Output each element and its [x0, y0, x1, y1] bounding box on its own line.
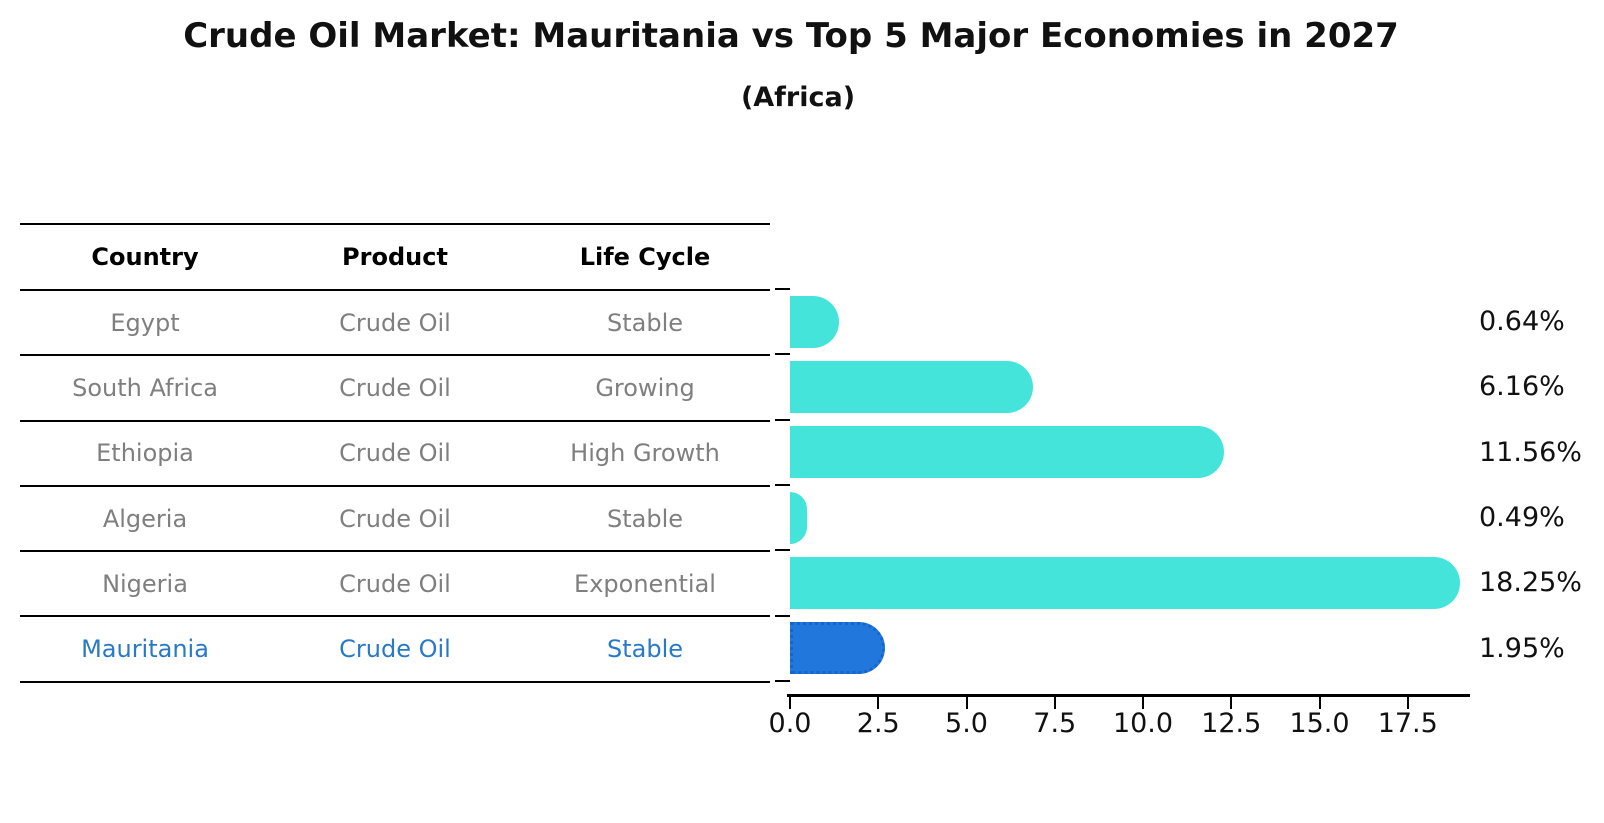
highlight-bar — [790, 622, 885, 675]
table-cell: Growing — [595, 373, 695, 402]
table-cell: Nigeria — [102, 569, 188, 598]
bar-value-label: 11.56% — [1479, 436, 1582, 468]
x-axis-tick-label: 12.5 — [1201, 708, 1262, 739]
table-cell: Stable — [606, 504, 684, 533]
bar-value-label: 0.64% — [1479, 306, 1565, 337]
y-axis-tick — [775, 353, 790, 356]
table-header-cell: Product — [342, 243, 448, 271]
bar-value-label: 1.95% — [1479, 632, 1565, 664]
x-axis-tick-label: 17.5 — [1377, 708, 1438, 739]
table-cell: Crude Oil — [339, 439, 451, 468]
y-axis-tick — [775, 679, 790, 682]
table-cell: Mauritania — [81, 635, 209, 664]
table-row: Mauritania Crude Oil Stable — [20, 617, 770, 683]
chart-subtitle: (Africa) — [740, 82, 856, 113]
table-cell: Crude Oil — [339, 635, 451, 664]
table-cell: Stable — [606, 308, 684, 337]
table-cell: Stable — [606, 635, 684, 664]
x-axis-line — [787, 694, 1470, 697]
table-row: Egypt Crude Oil Stable — [20, 291, 770, 357]
bar — [790, 426, 1225, 479]
x-axis-tick — [1318, 697, 1321, 709]
y-axis-tick — [775, 483, 790, 486]
bar-value-label: 18.25% — [1479, 567, 1582, 599]
table-cell: Crude Oil — [339, 504, 451, 533]
table-cell: Egypt — [110, 308, 180, 337]
x-axis-tick-label: 7.5 — [1033, 708, 1077, 739]
table-cell: Ethiopia — [96, 439, 194, 468]
x-axis-tick — [789, 697, 791, 709]
x-axis-tick-label: 10.0 — [1112, 708, 1174, 739]
table-cell: Crude Oil — [339, 373, 451, 402]
table-header-cell: Country — [91, 243, 199, 271]
bar-value-label: 6.16% — [1479, 371, 1565, 403]
bar — [790, 491, 808, 544]
x-axis-tick-label: 5.0 — [945, 708, 988, 739]
table-cell: Algeria — [102, 504, 188, 533]
table-header-cell: Life Cycle — [579, 243, 711, 271]
table-cell: Crude Oil — [339, 569, 451, 598]
table-body: Egypt Crude Oil Stable South Africa Crude Oi… — [20, 291, 770, 683]
x-axis-tick — [1406, 697, 1409, 709]
chart-title: Crude Oil Market: Mauritania vs Top 5 Ma… — [183, 16, 1399, 56]
x-axis-tick-label: 2.5 — [856, 708, 900, 739]
x-axis-tick — [1053, 697, 1056, 709]
table-cell: Exponential — [574, 569, 716, 598]
x-axis-tick-label: 0.0 — [768, 708, 812, 739]
table-row: South Africa Crude Oil Growing — [20, 356, 770, 422]
table-cell: South Africa — [72, 373, 218, 402]
x-axis-tick-label: 15.0 — [1289, 708, 1350, 739]
country-table: Country Product Life Cycle Egypt Crude Oil S… — [20, 223, 770, 683]
table-row: Nigeria Crude Oil Exponential — [20, 552, 770, 618]
table-cell: Crude Oil — [339, 308, 451, 337]
x-axis-tick — [1230, 697, 1233, 709]
table-row: Ethiopia Crude Oil High Growth — [20, 422, 770, 487]
bar — [790, 360, 1034, 413]
x-axis-tick — [1142, 697, 1144, 709]
y-axis-tick — [775, 549, 790, 552]
x-axis-tick — [965, 697, 968, 709]
table-row: Algeria Crude Oil Stable — [20, 487, 770, 553]
y-axis-tick — [775, 614, 790, 617]
y-axis-tick — [775, 418, 790, 421]
x-axis-tick — [877, 697, 880, 709]
bar-value-label: 0.49% — [1479, 501, 1565, 533]
bar — [790, 295, 839, 348]
bar — [790, 556, 1461, 609]
table-cell: High Growth — [570, 439, 720, 468]
y-axis-tick — [775, 288, 790, 290]
table-header-row: Country Product Life Cycle — [20, 225, 770, 291]
